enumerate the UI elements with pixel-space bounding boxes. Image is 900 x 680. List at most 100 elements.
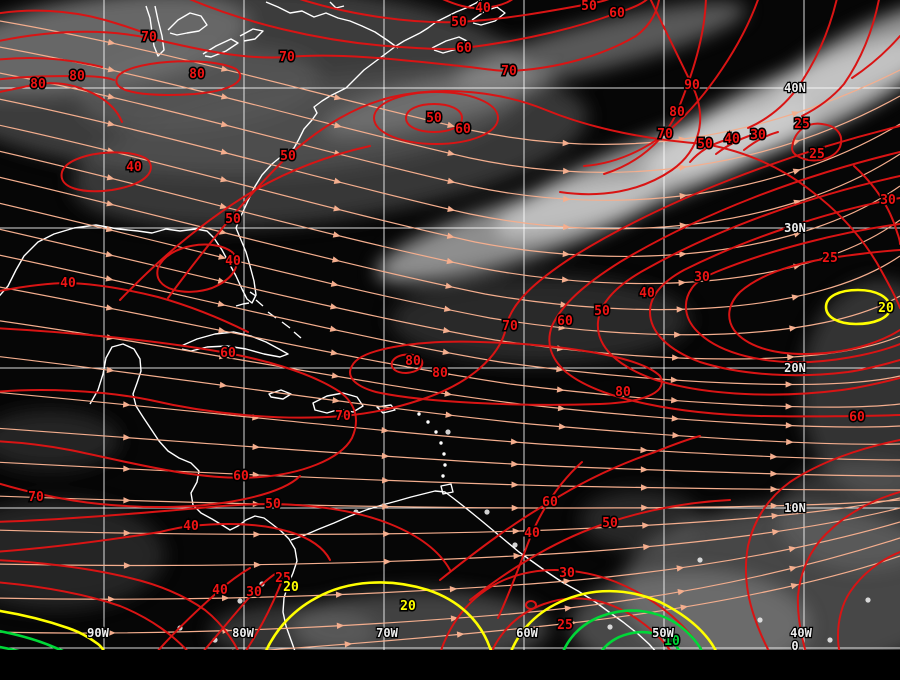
contour-red xyxy=(439,435,701,581)
coastline xyxy=(268,389,292,400)
contour-red xyxy=(0,125,900,419)
streamline-arrow xyxy=(330,303,339,310)
contour-label: 50 xyxy=(225,212,241,227)
streamline-arrow xyxy=(447,121,456,129)
coastline xyxy=(265,1,399,49)
contour-label: 40 xyxy=(475,1,491,16)
contour-label: 50 xyxy=(265,497,281,512)
contour-label: 60 xyxy=(609,6,625,21)
contour-red xyxy=(0,56,103,68)
streamline-arrow xyxy=(217,300,226,307)
contour-label: 40 xyxy=(724,132,740,147)
latitude-label: 0 xyxy=(791,639,798,653)
contour-label: 30 xyxy=(246,585,262,600)
island-dot xyxy=(417,412,421,416)
contour-label: 60 xyxy=(455,122,471,137)
contour-red xyxy=(119,145,371,301)
streamline-arrow xyxy=(771,512,780,520)
contour-label: 50 xyxy=(581,0,597,14)
contour-green xyxy=(0,629,68,652)
streamline-arrow xyxy=(447,205,456,213)
streamline-arrow xyxy=(564,605,573,612)
streamline-arrow xyxy=(445,282,454,289)
streamline-arrow xyxy=(789,325,798,332)
contour-red xyxy=(745,439,900,652)
contour-red xyxy=(155,567,251,652)
streamline-arrow xyxy=(108,629,116,637)
streamline-arrow xyxy=(640,484,649,491)
streamline-arrow xyxy=(556,386,565,393)
contour-red xyxy=(0,281,249,333)
coastline xyxy=(0,32,421,304)
streamline-arrow xyxy=(330,349,339,356)
streamline-arrow xyxy=(679,222,688,229)
streamline xyxy=(0,356,900,445)
streamline-arrow xyxy=(218,253,227,260)
streamline-arrow xyxy=(449,586,458,593)
coastline xyxy=(167,12,208,36)
contour-value-labels: 70 80 80 80 70 40 50 60 70 50 60 90 50 60 80 70 50 40 30 25… xyxy=(27,0,898,651)
streamline-arrow xyxy=(678,279,687,286)
cloud-cell-dot xyxy=(512,542,518,548)
coastline xyxy=(89,343,298,652)
streamline-arrow xyxy=(122,401,131,408)
cloud-cell-dot xyxy=(445,429,451,435)
streamline-arrow xyxy=(105,225,114,233)
streamline-arrow xyxy=(679,192,688,200)
streamline-arrow xyxy=(331,372,340,379)
streamline-arrow xyxy=(220,65,229,72)
streamline-arrow xyxy=(221,594,230,602)
streamline-arrow xyxy=(219,381,228,389)
streamline-arrow xyxy=(123,529,132,537)
contour-red xyxy=(796,491,900,652)
contour-label: 60 xyxy=(220,346,236,361)
coastline xyxy=(312,392,364,414)
contour-label: 60 xyxy=(849,410,865,425)
contour-label: 30 xyxy=(880,193,896,208)
streamline-arrow xyxy=(446,232,455,239)
streamline-arrow xyxy=(511,481,519,488)
contour-red xyxy=(747,0,838,129)
streamline-arrow xyxy=(785,381,794,388)
contour-label: 40 xyxy=(183,519,199,534)
contour-label: 40 xyxy=(60,276,76,291)
contour-label: 60 xyxy=(233,469,249,484)
latitude-label: 40N xyxy=(784,81,806,95)
contour-label: 20 xyxy=(400,599,416,614)
contour-label: 20 xyxy=(878,301,894,316)
coastline xyxy=(180,331,289,358)
streamline-arrow xyxy=(382,503,390,510)
contour-label: 80 xyxy=(69,69,85,84)
streamline-arrow xyxy=(106,200,115,207)
contour-yellow xyxy=(824,288,892,326)
streamline-arrow xyxy=(218,353,227,360)
longitude-label: 80W xyxy=(232,626,254,640)
contour-label: 30 xyxy=(559,566,575,581)
contour-label: 40 xyxy=(212,583,228,598)
streamline-arrow xyxy=(445,411,454,418)
contour-red xyxy=(189,0,648,51)
contour-label: 25 xyxy=(275,571,291,586)
contour-red xyxy=(115,60,242,96)
contour-label: 80 xyxy=(189,67,205,82)
streamline-arrow xyxy=(329,325,338,332)
streamline-arrow xyxy=(560,301,569,308)
coastline xyxy=(239,28,264,42)
streamline-arrow xyxy=(510,438,519,445)
streamline-arrow xyxy=(786,438,794,446)
streamline-arrow xyxy=(791,111,800,118)
streamline-arrow xyxy=(253,561,262,568)
contour-label: 50 xyxy=(280,149,296,164)
streamline-arrow xyxy=(674,331,682,338)
island-dot xyxy=(442,452,446,456)
streamline-arrow xyxy=(558,324,567,331)
streamline-arrow xyxy=(791,294,800,301)
contour-label: 40 xyxy=(126,160,142,175)
island-dot xyxy=(441,474,445,478)
streamline-arrow xyxy=(672,432,680,439)
cloud-cell-dot xyxy=(697,557,703,563)
streamline-arrow xyxy=(671,415,680,422)
streamline-arrow xyxy=(680,604,689,611)
contour-red xyxy=(0,9,143,33)
streamline-arrow xyxy=(770,486,778,493)
